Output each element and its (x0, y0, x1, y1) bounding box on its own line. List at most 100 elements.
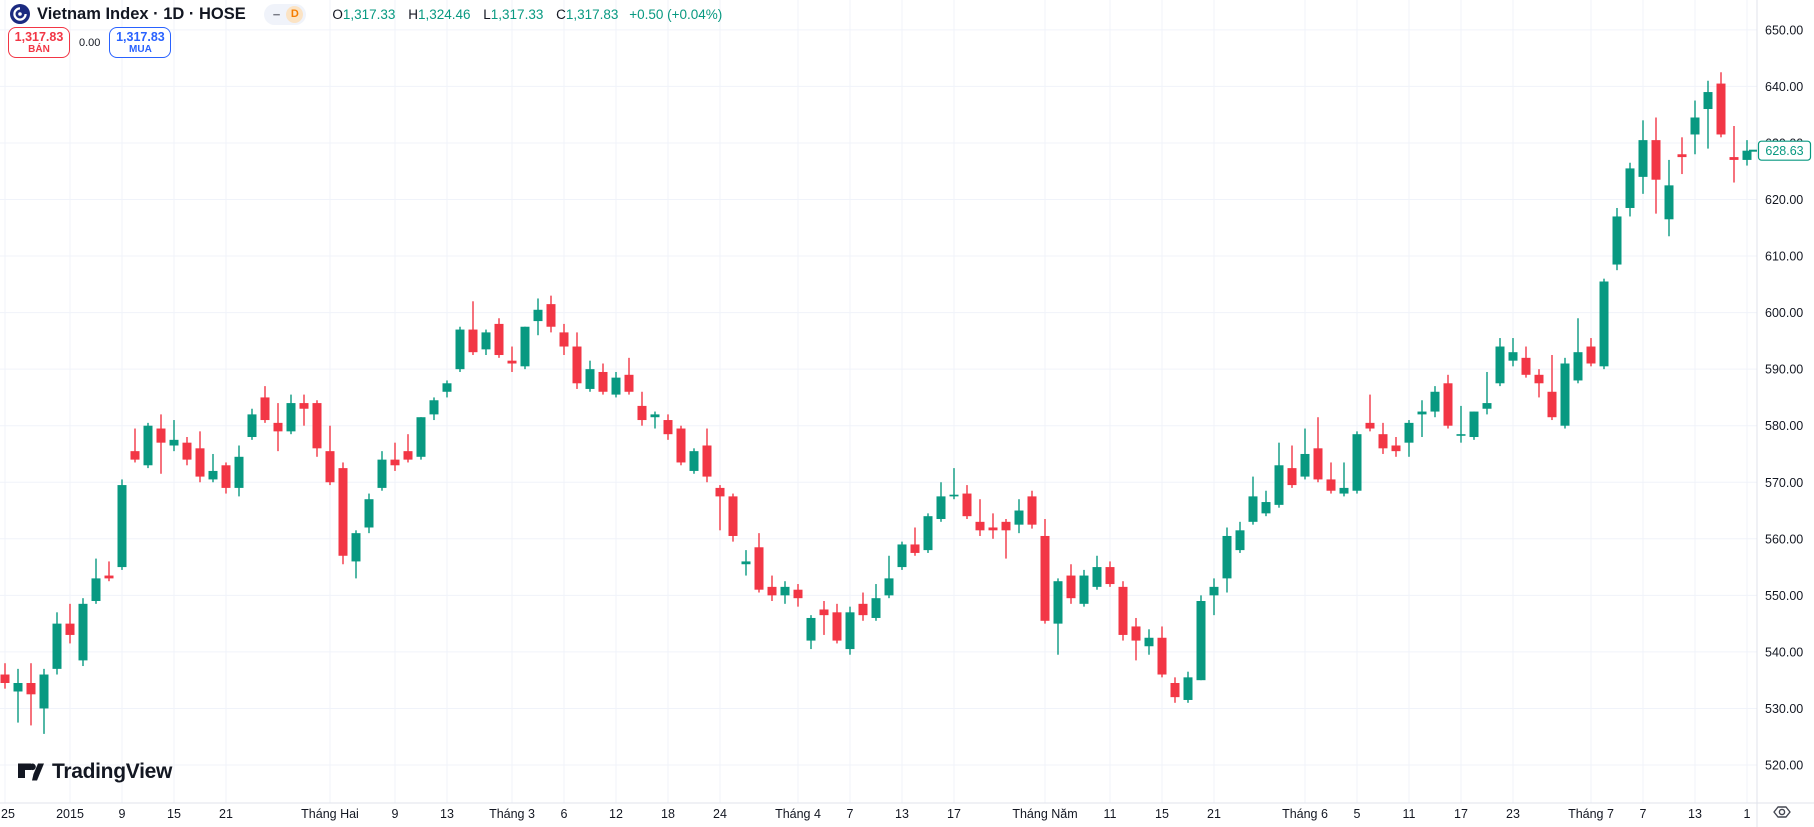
sell-button[interactable]: 1,317.83 BÁN (8, 27, 70, 58)
candle (1001, 519, 1011, 559)
sell-price: 1,317.83 (14, 29, 64, 44)
svg-text:21: 21 (219, 807, 233, 821)
candle (429, 397, 439, 421)
candle-series[interactable] (0, 72, 1752, 734)
candle (884, 555, 894, 599)
candle (403, 434, 413, 463)
candle (65, 603, 75, 644)
candle (1274, 442, 1284, 508)
candle (364, 493, 374, 534)
svg-text:650.00: 650.00 (1765, 23, 1803, 37)
candle (793, 584, 803, 607)
candle (1053, 578, 1063, 655)
candle (1625, 162, 1635, 217)
candle (1027, 490, 1037, 529)
symbol-title[interactable]: Vietnam Index · 1D · HOSE (37, 4, 246, 23)
candle (897, 541, 907, 570)
candle (1248, 476, 1258, 525)
price-axis[interactable]: 520.00 530.00 540.00 550.00 560.00 570.00 580.… (1756, 0, 1803, 827)
candle (338, 462, 348, 565)
candle (117, 479, 127, 570)
candle (104, 561, 114, 582)
svg-text:13: 13 (440, 807, 454, 821)
candle (637, 391, 647, 426)
candle (208, 453, 218, 483)
candle (1235, 521, 1245, 553)
svg-text:9: 9 (392, 807, 399, 821)
candle (1430, 386, 1440, 418)
candle (663, 414, 673, 440)
candle (1196, 595, 1206, 681)
candle (1443, 374, 1453, 429)
candle (494, 318, 504, 358)
candle (546, 295, 556, 333)
candle (598, 363, 608, 395)
candle (1651, 117, 1661, 214)
candle (182, 437, 192, 466)
symbol-logo-icon (10, 4, 30, 24)
candle (1365, 394, 1375, 432)
tradingview-logo[interactable]: TradingView (18, 760, 172, 784)
svg-text:24: 24 (713, 807, 727, 821)
svg-text:628.63: 628.63 (1765, 144, 1803, 158)
tradingview-mark-icon (18, 763, 44, 781)
candle (1300, 428, 1310, 480)
svg-text:1: 1 (1744, 807, 1751, 821)
svg-text:25: 25 (1, 807, 15, 821)
svg-text:Tháng 7: Tháng 7 (1568, 807, 1614, 821)
candle (650, 411, 660, 429)
svg-text:Tháng Hai: Tháng Hai (301, 807, 359, 821)
candle (1105, 561, 1115, 587)
high-label: H (408, 6, 418, 22)
candle (728, 493, 738, 542)
spread-value: 0.00 (79, 36, 101, 49)
candle (949, 468, 959, 500)
candle (26, 663, 36, 726)
candle (221, 462, 231, 494)
candle (1014, 499, 1024, 534)
candle (1677, 137, 1687, 175)
candle (975, 499, 985, 536)
candle (754, 533, 764, 593)
candle (1209, 578, 1219, 616)
candle (1508, 338, 1518, 367)
candle (299, 394, 309, 426)
candle (923, 513, 933, 553)
candle (780, 581, 790, 604)
svg-text:640.00: 640.00 (1765, 80, 1803, 94)
close-value: 1,317.83 (565, 6, 619, 22)
candle (234, 445, 244, 497)
svg-text:610.00: 610.00 (1765, 250, 1803, 264)
svg-text:600.00: 600.00 (1765, 306, 1803, 320)
candle (91, 558, 101, 604)
time-axis[interactable]: 25 2015 9 15 21 Tháng Hai 9 13 Tháng 3 6 12 18 24 Thá… (0, 802, 1814, 821)
candle (559, 323, 569, 356)
svg-text:Tháng Năm: Tháng Năm (1012, 807, 1077, 821)
interval-badge: D (286, 5, 304, 23)
buy-button[interactable]: 1,317.83 MUA (109, 27, 172, 58)
candle (858, 592, 868, 621)
candle (845, 606, 855, 655)
candle (195, 431, 205, 483)
open-value: 1,317.33 (342, 6, 396, 22)
candle (1638, 120, 1648, 194)
candle (1287, 445, 1297, 488)
candle (507, 346, 517, 372)
candle (1573, 318, 1583, 384)
interval-toggle[interactable]: − D (263, 3, 307, 25)
candle (1547, 355, 1557, 421)
svg-text:530.00: 530.00 (1765, 702, 1803, 716)
ohlc-readout: O1,317.33 H1,324.46 L1,317.33 C1,317.83 … (332, 7, 722, 22)
svg-text:21: 21 (1207, 807, 1221, 821)
candle (676, 425, 686, 466)
svg-text:2015: 2015 (56, 807, 84, 821)
settings-icon[interactable] (1773, 806, 1791, 818)
collapse-icon: − (272, 6, 281, 22)
candle (1378, 422, 1388, 454)
candle (156, 414, 166, 474)
svg-text:520.00: 520.00 (1765, 759, 1803, 773)
candle (689, 448, 699, 474)
candle (1183, 671, 1193, 703)
